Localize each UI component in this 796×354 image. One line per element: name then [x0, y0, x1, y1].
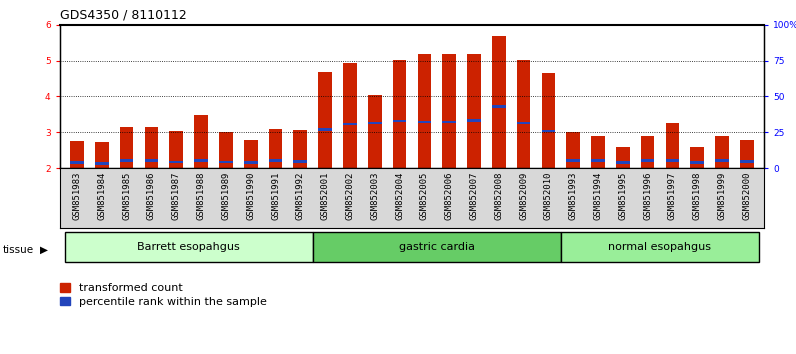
Bar — [641, 159, 654, 162]
Text: Barrett esopahgus: Barrett esopahgus — [138, 242, 240, 252]
Bar — [269, 129, 283, 168]
Bar — [120, 127, 134, 168]
Bar — [318, 73, 332, 168]
Bar — [443, 121, 456, 123]
Text: gastric cardia: gastric cardia — [399, 242, 474, 252]
Bar — [467, 54, 481, 168]
Bar — [665, 159, 679, 162]
Bar — [95, 142, 109, 168]
Bar — [418, 54, 431, 168]
Text: GSM851984: GSM851984 — [97, 171, 107, 219]
Text: GSM852001: GSM852001 — [321, 171, 330, 219]
Bar — [740, 160, 754, 163]
Bar — [690, 161, 704, 164]
Bar — [418, 121, 431, 123]
Text: ▶: ▶ — [40, 245, 48, 255]
Text: GSM851994: GSM851994 — [594, 171, 603, 219]
Bar — [170, 161, 183, 163]
Text: GSM851992: GSM851992 — [296, 171, 305, 219]
Bar — [368, 122, 381, 124]
Bar — [467, 119, 481, 121]
Text: GSM852009: GSM852009 — [519, 171, 528, 219]
Bar — [70, 141, 84, 168]
Bar — [368, 95, 381, 168]
Bar — [343, 122, 357, 125]
Text: GSM851996: GSM851996 — [643, 171, 652, 219]
Bar — [170, 131, 183, 168]
Bar — [443, 54, 456, 168]
Text: GSM851998: GSM851998 — [693, 171, 702, 219]
Bar — [343, 63, 357, 168]
Bar — [318, 128, 332, 131]
Bar — [740, 140, 754, 168]
Bar — [313, 232, 560, 262]
Text: GSM851990: GSM851990 — [246, 171, 256, 219]
Bar — [269, 159, 283, 162]
Text: normal esopahgus: normal esopahgus — [608, 242, 712, 252]
Bar — [641, 136, 654, 168]
Text: GSM851999: GSM851999 — [717, 171, 727, 219]
Bar — [566, 159, 580, 162]
Bar — [616, 147, 630, 168]
Text: GSM852006: GSM852006 — [445, 171, 454, 219]
Text: GSM851986: GSM851986 — [147, 171, 156, 219]
Text: GSM851997: GSM851997 — [668, 171, 677, 219]
Text: GSM851989: GSM851989 — [221, 171, 230, 219]
Text: GSM851991: GSM851991 — [271, 171, 280, 219]
Bar — [392, 120, 406, 122]
Text: GSM851988: GSM851988 — [197, 171, 205, 219]
Bar — [715, 136, 729, 168]
Bar — [517, 122, 530, 124]
Bar — [492, 36, 505, 168]
Bar — [517, 60, 530, 168]
Bar — [616, 161, 630, 164]
Bar — [591, 159, 605, 162]
Bar — [244, 161, 258, 164]
Text: GSM852003: GSM852003 — [370, 171, 379, 219]
Bar — [219, 161, 232, 163]
Bar — [294, 160, 307, 163]
Bar — [541, 73, 555, 168]
Bar — [492, 105, 505, 108]
Bar — [219, 132, 232, 168]
Text: GSM852010: GSM852010 — [544, 171, 553, 219]
Text: GSM851983: GSM851983 — [72, 171, 81, 219]
Text: GSM851995: GSM851995 — [618, 171, 627, 219]
Text: GSM852000: GSM852000 — [743, 171, 751, 219]
Bar — [560, 232, 759, 262]
Bar — [120, 159, 134, 162]
Bar — [194, 159, 208, 162]
Text: GDS4350 / 8110112: GDS4350 / 8110112 — [60, 9, 186, 22]
Bar — [145, 159, 158, 162]
Bar — [70, 161, 84, 164]
Text: GSM852004: GSM852004 — [395, 171, 404, 219]
Bar — [665, 122, 679, 168]
Text: GSM852008: GSM852008 — [494, 171, 503, 219]
Bar — [715, 159, 729, 162]
Bar — [194, 115, 208, 168]
Bar — [294, 130, 307, 168]
Text: GSM851987: GSM851987 — [172, 171, 181, 219]
Text: GSM852002: GSM852002 — [345, 171, 354, 219]
Bar — [64, 232, 313, 262]
Legend: transformed count, percentile rank within the sample: transformed count, percentile rank withi… — [60, 283, 267, 307]
Text: GSM852005: GSM852005 — [419, 171, 429, 219]
Text: GSM851985: GSM851985 — [122, 171, 131, 219]
Bar — [566, 132, 580, 168]
Bar — [244, 140, 258, 168]
Text: GSM851993: GSM851993 — [568, 171, 578, 219]
Text: tissue: tissue — [2, 245, 33, 255]
Bar — [690, 147, 704, 168]
Bar — [392, 60, 406, 168]
Bar — [95, 162, 109, 165]
Bar — [145, 127, 158, 168]
Bar — [591, 136, 605, 168]
Bar — [541, 130, 555, 132]
Text: GSM852007: GSM852007 — [470, 171, 478, 219]
